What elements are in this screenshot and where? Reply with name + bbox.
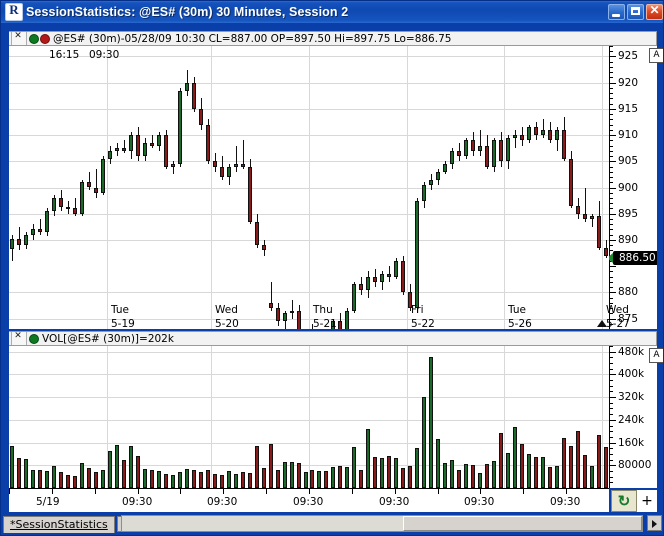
price-tick-label: 920 [618,76,639,89]
top-time-label-1: 16:15 [49,49,80,61]
price-tick-label: 910 [618,129,639,142]
date-label: 5-26 [508,318,532,330]
refresh-button[interactable]: ↻ [611,490,637,512]
date-dow-label: Wed [215,304,238,316]
time-tick-label: 09:30 [207,496,238,508]
volume-autoscale-button[interactable]: A [649,348,663,363]
date-label: 5-21 [313,318,337,330]
volume-color-swatch-icon [29,333,39,344]
right-arrow-icon [652,520,657,528]
price-panel-close-icon[interactable] [11,32,27,45]
volume-tick-label: 320k [618,391,645,404]
volume-chart-plot[interactable] [9,346,609,488]
price-scroll-up-icon[interactable] [597,320,607,327]
date-label: 5-19 [111,318,135,330]
maximize-button[interactable] [627,4,644,20]
time-tick-label: 09:30 [464,496,495,508]
scroll-right-button[interactable] [647,515,662,531]
date-dow-label: Tue [111,304,129,316]
price-tick-label: 900 [618,181,639,194]
volume-tick-label: 80000 [618,459,652,472]
up-color-swatch-icon [29,33,39,44]
date-label: 5-22 [411,318,435,330]
price-chart-plot[interactable] [9,46,609,329]
price-tick-label: 915 [618,102,639,115]
price-axis[interactable]: 925 920 915 910 905 900 895 890 880 875 886.50 [609,46,657,329]
time-axis[interactable]: 5/19 09:30 09:30 09:30 09:30 09:30 09:30 [9,488,609,512]
date-dow-label: Thu [313,304,333,316]
status-bar: *SessionStatistics [1,513,663,535]
close-button[interactable] [646,3,663,20]
price-autoscale-button[interactable]: A [649,48,663,63]
date-dow-label: Wed [606,304,629,316]
volume-tick-label: 480k [618,346,645,358]
title-bar: SessionStatistics: @ES# (30m) 30 Minutes… [1,1,663,23]
tab-strip: *SessionStatistics [3,515,132,533]
refresh-icon: ↻ [617,493,631,510]
price-tick-label: 890 [618,233,639,246]
volume-tick-label: 400k [618,368,645,381]
scrollbar-thumb[interactable] [402,516,642,531]
date-label: 5-27 [606,318,630,330]
app-logo-icon [5,2,23,21]
volume-axis[interactable]: 480k 400k 320k 240k 160k 80000 [609,346,657,488]
down-color-swatch-icon [40,33,50,44]
price-panel-header: @ES# (30m)-05/28/09 10:30 CL=887.00 OP=8… [9,31,657,46]
horizontal-scrollbar[interactable] [121,515,643,532]
time-tick-label: 5/19 [36,496,60,508]
price-tick-label: 875 [618,312,639,325]
price-quote-text: @ES# (30m)-05/28/09 10:30 CL=887.00 OP=8… [53,32,452,45]
price-tick-label: 895 [618,207,639,220]
time-tick-label: 09:30 [122,496,153,508]
window-title: SessionStatistics: @ES# (30m) 30 Minutes… [26,5,349,19]
date-label: 5-20 [215,318,239,330]
volume-tick-label: 240k [618,413,645,426]
price-tick-label: 880 [618,286,639,299]
date-dow-label: Fri [411,304,424,316]
add-indicator-button[interactable]: + [637,490,657,512]
window-buttons [606,3,663,20]
volume-panel-header: VOL[@ES# (30m)]=202k [9,331,657,346]
top-time-label-2: 09:30 [89,49,120,61]
current-price-arrow-icon [609,253,613,264]
current-price-marker: 886.50 [613,251,657,266]
tab-sessionstatistics[interactable]: *SessionStatistics [3,515,115,533]
minimize-button[interactable] [608,4,625,20]
volume-axis-line [609,346,610,488]
volume-quote-text: VOL[@ES# (30m)]=202k [42,332,174,345]
time-tick-label: 09:30 [550,496,581,508]
volume-tick-label: 160k [618,436,645,449]
price-axis-line [609,46,610,329]
time-tick-label: 09:30 [293,496,324,508]
time-tick-label: 09:30 [379,496,410,508]
price-tick-label: 925 [618,50,639,63]
price-tick-label: 905 [618,155,639,168]
date-dow-label: Tue [508,304,526,316]
volume-panel-close-icon[interactable] [11,332,27,345]
